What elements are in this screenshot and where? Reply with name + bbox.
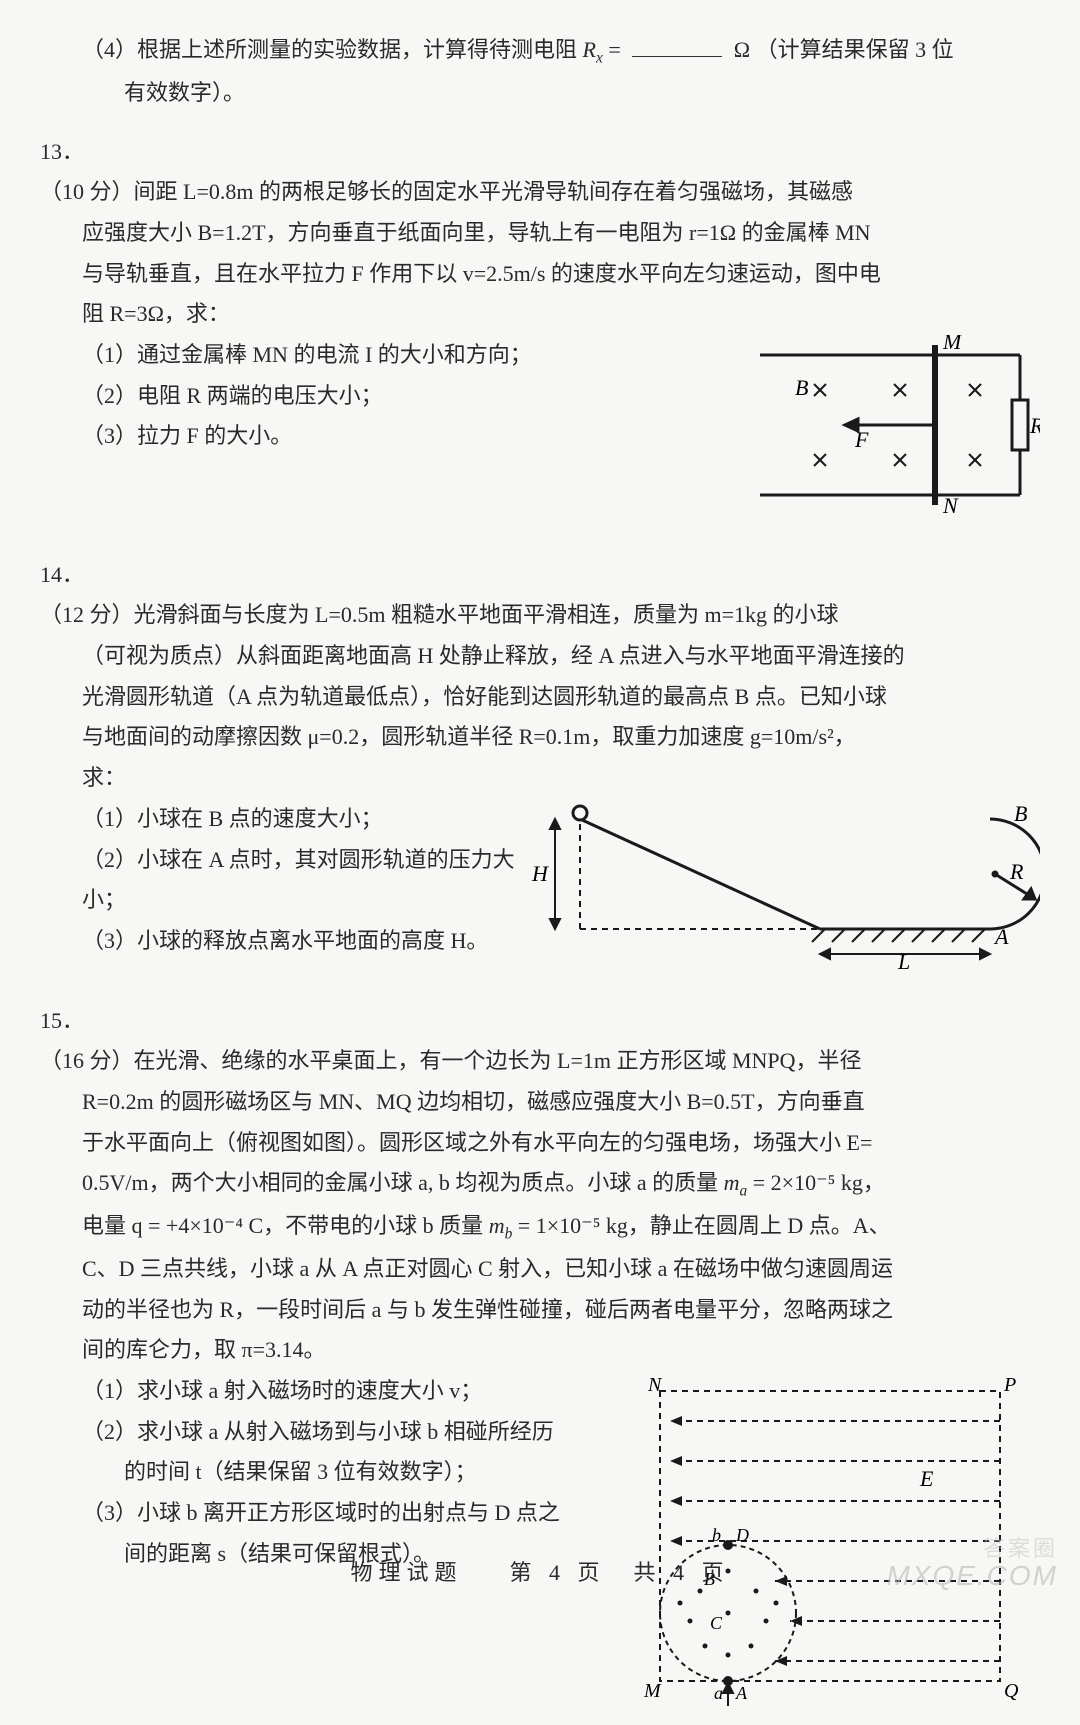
q15-line7: 间的库仑力，取 π=3.14。 — [40, 1330, 1040, 1371]
q13-line1: 应强度大小 B=1.2T，方向垂直于纸面向里，导轨上有一电阻为 r=1Ω 的金属… — [40, 213, 1040, 254]
q15-line3: 0.5V/m，两个大小相同的金属小球 a, b 均视为质点。小球 a 的质量 m… — [40, 1163, 1040, 1206]
svg-text:L: L — [897, 949, 910, 969]
q14-line4: 求： — [40, 758, 1040, 799]
watermark-bottom: MXQE.COM — [886, 1550, 1058, 1602]
q15-figure: N P M Q E b D B C a A — [620, 1371, 1040, 1725]
question-14: 14． （12 分）光滑斜面与长度为 L=0.5m 粗糙水平地面平滑相连，质量为… — [40, 555, 1040, 983]
q14-number: 14． — [40, 555, 82, 596]
q14-line0: （12 分）光滑斜面与长度为 L=0.5m 粗糙水平地面平滑相连，质量为 m=1… — [40, 595, 994, 636]
svg-text:B: B — [795, 375, 808, 400]
q15-line0: （16 分）在光滑、绝缘的水平桌面上，有一个边长为 L=1m 正方形区域 MNP… — [40, 1041, 994, 1082]
svg-text:B: B — [1014, 801, 1027, 826]
q15-sub2b: 的时间 t（结果保留 3 位有效数字）； — [40, 1452, 620, 1493]
svg-text:a: a — [714, 1683, 723, 1703]
q13-line2: 与导轨垂直，且在水平拉力 F 作用下以 v=2.5m/s 的速度水平向左匀速运动… — [40, 254, 1040, 295]
blank-Rx — [632, 35, 722, 57]
svg-text:R: R — [1029, 413, 1040, 438]
svg-text:A: A — [993, 924, 1009, 949]
q15-line4: 电量 q = +4×10⁻⁴ C，不带电的小球 b 质量 mb = 1×10⁻⁵… — [40, 1206, 1040, 1249]
svg-text:P: P — [1003, 1374, 1016, 1396]
q14-figure: H L B R A — [520, 799, 1040, 983]
q13-line3: 阻 R=3Ω，求： — [40, 294, 1040, 335]
svg-text:M: M — [643, 1680, 662, 1702]
footer-page: 第 4 页 共 4 页 — [510, 1560, 730, 1585]
svg-text:b: b — [712, 1525, 721, 1545]
q15-number: 15． — [40, 1001, 82, 1042]
q14-line2: 光滑圆形轨道（A 点为轨道最低点），恰好能到达圆形轨道的最高点 B 点。已知小球 — [40, 677, 1040, 718]
q14-sub2: （2）小球在 A 点时，其对圆形轨道的压力大小； — [40, 840, 520, 921]
question-15: 15． （16 分）在光滑、绝缘的水平桌面上，有一个边长为 L=1m 正方形区域… — [40, 1001, 1040, 1725]
q13-sub2: （2）电阻 R 两端的电压大小； — [40, 376, 760, 417]
q13-line0: （10 分）间距 L=0.8m 的两根足够长的固定水平光滑导轨间存在着匀强磁场，… — [40, 172, 994, 213]
q15-line5: C、D 三点共线，小球 a 从 A 点正对圆心 C 射入，已知小球 a 在磁场中… — [40, 1249, 1040, 1290]
q13-sub1: （1）通过金属棒 MN 的电流 I 的大小和方向； — [40, 335, 760, 376]
q14-sub1: （1）小球在 B 点的速度大小； — [40, 799, 520, 840]
q15-line2: 于水平面向上（俯视图如图）。圆形区域之外有水平向左的匀强电场，场强大小 E= — [40, 1123, 1040, 1164]
question-12-part-4: （4）根据上述所测量的实验数据，计算得待测电阻 Rx = Ω （计算结果保留 3… — [40, 30, 1040, 114]
footer-title: 物理试题 — [350, 1560, 462, 1585]
q14-line1: （可视为质点）从斜面距离地面高 H 处静止释放，经 A 点进入与水平地面平滑连接… — [40, 636, 1040, 677]
question-13: 13． （10 分）间距 L=0.8m 的两根足够长的固定水平光滑导轨间存在着匀… — [40, 132, 1040, 529]
q15-sub2: （2）求小球 a 从射入磁场到与小球 b 相碰所经历 — [40, 1412, 620, 1453]
svg-text:H: H — [531, 861, 549, 886]
q13-figure: B F M N R — [760, 335, 1040, 529]
svg-text:N: N — [647, 1374, 663, 1396]
svg-text:M: M — [942, 335, 963, 354]
q14-sub3: （3）小球的释放点离水平地面的高度 H。 — [40, 921, 520, 962]
svg-text:R: R — [1009, 859, 1024, 884]
svg-text:C: C — [710, 1613, 723, 1633]
svg-text:N: N — [942, 493, 959, 515]
q13-sub3: （3）拉力 F 的大小。 — [40, 416, 760, 457]
q12-4-text-a: （4）根据上述所测量的实验数据，计算得待测电阻 — [82, 37, 583, 62]
q15-line6: 动的半径也为 R，一段时间后 a 与 b 发生弹性碰撞，碰后两者电量平分，忽略两… — [40, 1290, 1040, 1331]
svg-text:F: F — [854, 427, 869, 452]
q15-line1: R=0.2m 的圆形磁场区与 MN、MQ 边均相切，磁感应强度大小 B=0.5T… — [40, 1082, 1040, 1123]
q13-number: 13． — [40, 132, 82, 173]
svg-text:D: D — [735, 1525, 749, 1545]
svg-text:Q: Q — [1004, 1680, 1019, 1702]
q15-sub3: （3）小球 b 离开正方形区域时的出射点与 D 点之 — [40, 1493, 620, 1534]
svg-text:A: A — [735, 1683, 748, 1703]
symbol-Rx: Rx — [583, 37, 609, 62]
q14-line3: 与地面间的动摩擦因数 μ=0.2，圆形轨道半径 R=0.1m，取重力加速度 g=… — [40, 717, 1040, 758]
q15-sub1: （1）求小球 a 射入磁场时的速度大小 v； — [40, 1371, 620, 1412]
svg-text:E: E — [919, 1466, 934, 1491]
